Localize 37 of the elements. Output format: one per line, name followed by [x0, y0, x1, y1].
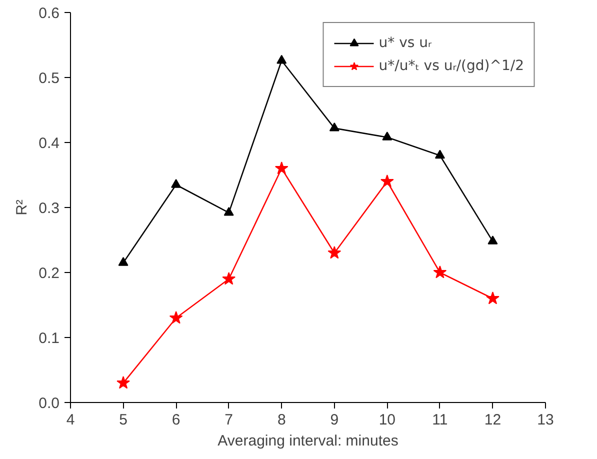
x-tick-label: 8 [277, 412, 286, 428]
y-tick-label: 0.5 [38, 70, 60, 87]
point [116, 376, 130, 389]
y-tick-label: 0.0 [38, 395, 60, 412]
point [329, 122, 340, 132]
point [434, 150, 445, 159]
x-tick-label: 4 [66, 412, 75, 428]
y-tick-label: 0.2 [38, 265, 60, 282]
legend-label: u* vs uᵣ [378, 35, 432, 51]
x-tick-label: 7 [224, 412, 234, 428]
x-tick-label: 13 [537, 412, 554, 428]
point [169, 311, 183, 324]
x-tick-label: 6 [172, 412, 180, 428]
y-tick-label: 0.1 [38, 330, 60, 347]
point [224, 207, 234, 216]
point [486, 292, 500, 304]
x-tick-label: 9 [330, 412, 339, 428]
point [433, 266, 447, 278]
point [328, 246, 342, 259]
point [276, 54, 287, 64]
y-axis-title: R² [14, 200, 31, 216]
point [380, 174, 394, 188]
legend-label: u*/u*ₜ vs uᵣ/(gd)^1/2 [378, 58, 524, 74]
y-tick-label: 0.4 [38, 135, 60, 152]
point [171, 179, 182, 188]
x-tick-label: 11 [432, 412, 448, 428]
point [382, 132, 392, 140]
x-tick-label: 12 [484, 412, 502, 428]
point [274, 162, 288, 174]
y-tick-label: 0.3 [38, 200, 60, 217]
x-axis-title: Averaging interval: minutes [218, 432, 398, 450]
point [222, 272, 236, 285]
point [118, 257, 128, 266]
point [488, 236, 498, 244]
x-tick-label: 5 [119, 412, 128, 428]
y-tick-label: 0.6 [38, 5, 60, 22]
x-tick-label: 10 [378, 412, 396, 428]
